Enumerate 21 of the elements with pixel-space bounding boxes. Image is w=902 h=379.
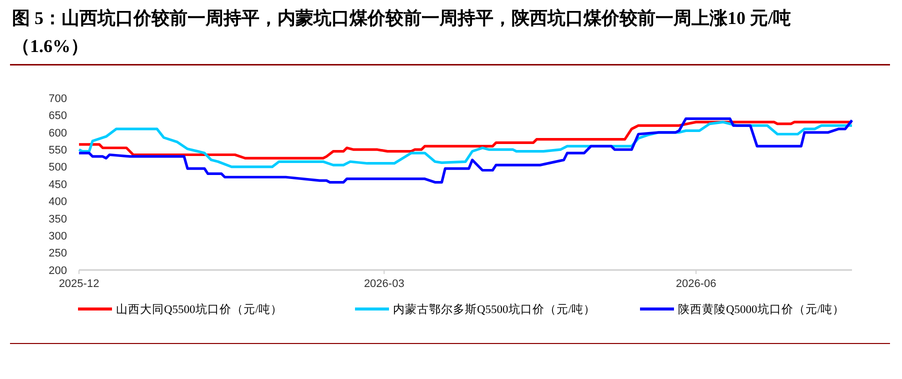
y-tick-label: 350	[48, 213, 67, 226]
x-tick-label: 2026-03	[364, 278, 404, 290]
y-tick-label: 200	[48, 264, 67, 277]
line-series	[78, 117, 854, 184]
y-tick-label: 250	[48, 248, 67, 260]
x-tick-label: 2025-12	[58, 278, 100, 290]
y-tick-label: 550	[48, 144, 67, 156]
legend-label: 内蒙古鄂尔多斯Q5500坑口价（元/吨）	[393, 302, 596, 316]
chart-title: 图 5：山西坑口价较前一周持平，内蒙坑口煤价较前一周持平，陕西坑口煤价较前一周上涨10 元/吨（1.6%）	[12, 7, 792, 58]
legend-label: 山西大同Q5500坑口价（元/吨）	[116, 302, 282, 316]
y-tick-label: 600	[48, 127, 67, 140]
legend-label: 陕西黄陵Q5000坑口价（元/吨）	[678, 302, 844, 316]
y-tick-label: 450	[48, 178, 67, 191]
y-tick-label: 650	[48, 110, 67, 122]
y-tick-label: 400	[48, 196, 67, 208]
line-series	[78, 120, 854, 168]
y-tick-label: 500	[48, 162, 67, 174]
y-tick-label: 300	[48, 230, 67, 242]
line-series	[78, 120, 854, 160]
x-tick-label: 2026-06	[676, 278, 716, 290]
y-tick-label: 700	[48, 92, 67, 105]
